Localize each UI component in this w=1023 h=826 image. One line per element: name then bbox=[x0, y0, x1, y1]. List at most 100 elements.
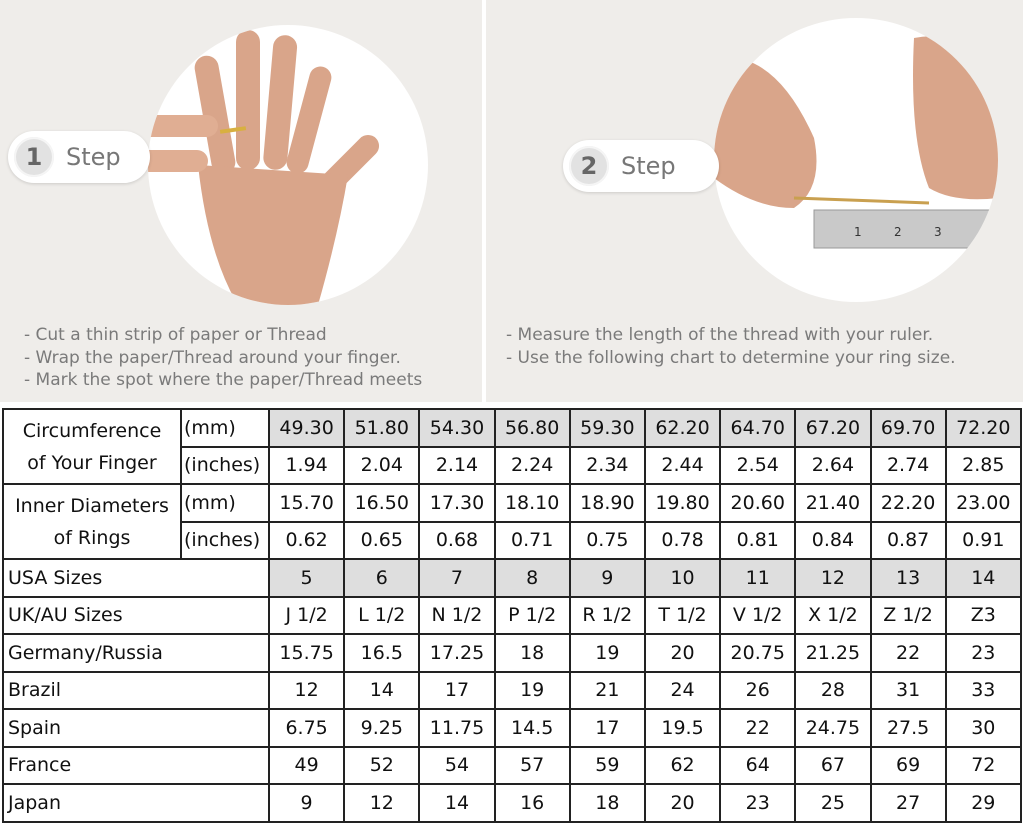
ruler-mark: 1 bbox=[854, 225, 862, 239]
table-row: France 49 52 54 57 59 62 64 67 69 72 bbox=[2, 745, 1022, 785]
size-cell: 69.70 bbox=[869, 408, 947, 448]
size-cell: 24 bbox=[643, 670, 722, 710]
row-label: USA Sizes bbox=[2, 558, 270, 598]
size-cell: 11 bbox=[719, 558, 797, 598]
unit-label: (inches) bbox=[180, 445, 270, 485]
size-cell: 29 bbox=[944, 783, 1022, 823]
step2-instructions: - Measure the length of the thread with … bbox=[506, 324, 956, 369]
instruction: - Use the following chart to determine y… bbox=[506, 347, 956, 368]
unit-label: (inches) bbox=[180, 520, 270, 560]
size-cell: 0.71 bbox=[493, 520, 571, 560]
size-cell: 15.70 bbox=[267, 483, 346, 523]
size-cell: 0.91 bbox=[944, 520, 1022, 560]
table-row-circumference-mm: Circumference of Your Finger (mm) 49.30 51.8… bbox=[2, 408, 1022, 485]
instruction: - Measure the length of the thread with … bbox=[506, 325, 934, 345]
size-cell: 2.44 bbox=[643, 445, 722, 485]
size-cell: 18 bbox=[493, 633, 571, 673]
circumference-label: Circumference of Your Finger bbox=[2, 408, 182, 485]
size-cell: 2.14 bbox=[418, 445, 496, 485]
size-cell: 56.80 bbox=[493, 408, 571, 448]
size-cell: 51.80 bbox=[343, 408, 421, 448]
size-cell: 19.80 bbox=[643, 483, 722, 523]
size-cell: 5 bbox=[267, 558, 346, 598]
size-cell: 6.75 bbox=[267, 708, 346, 748]
size-cell: 0.75 bbox=[568, 520, 646, 560]
size-cell: 16 bbox=[493, 783, 571, 823]
size-cell: 2.04 bbox=[343, 445, 421, 485]
step1-badge: 1 Step bbox=[8, 131, 150, 183]
size-cell: 9 bbox=[267, 783, 346, 823]
ruler-mark: 3 bbox=[934, 225, 942, 239]
size-cell: 17.30 bbox=[418, 483, 496, 523]
size-cell: 12 bbox=[343, 783, 421, 823]
size-cell: 2.24 bbox=[493, 445, 571, 485]
size-cell: 19 bbox=[493, 670, 571, 710]
size-cell: 8 bbox=[493, 558, 571, 598]
size-cell: 31 bbox=[869, 670, 947, 710]
size-cell: 24.75 bbox=[794, 708, 872, 748]
size-cell: 26 bbox=[719, 670, 797, 710]
row-label: Brazil bbox=[2, 670, 270, 710]
size-cell: 64.70 bbox=[719, 408, 797, 448]
diameter-label: Inner Diameters of Rings bbox=[2, 483, 182, 560]
size-cell: 10 bbox=[643, 558, 722, 598]
size-cell: 67 bbox=[794, 745, 872, 785]
size-cell: 12 bbox=[267, 670, 346, 710]
row-label: France bbox=[2, 745, 270, 785]
size-cell: V 1/2 bbox=[719, 595, 797, 635]
size-cell: 20.75 bbox=[719, 633, 797, 673]
size-cell: 54.30 bbox=[418, 408, 496, 448]
row-label: UK/AU Sizes bbox=[2, 595, 270, 635]
size-cell: P 1/2 bbox=[493, 595, 571, 635]
size-cell: 2.74 bbox=[869, 445, 947, 485]
step2-panel: 1 2 3 2 Step - Measure the length of the… bbox=[486, 0, 1023, 402]
size-cell: 14 bbox=[418, 783, 496, 823]
unit-label: (mm) bbox=[180, 408, 270, 448]
size-cell: 49.30 bbox=[267, 408, 346, 448]
size-cell: 19 bbox=[568, 633, 646, 673]
size-cell: 21.25 bbox=[794, 633, 872, 673]
table-row-circumference-inches: (inches) 1.94 2.04 2.14 2.24 2.34 2.44 2.54 2.64… bbox=[3, 445, 1022, 485]
row-label: Japan bbox=[2, 783, 270, 823]
size-cell: 2.64 bbox=[794, 445, 872, 485]
size-cell: 23.00 bbox=[944, 483, 1022, 523]
table-row: Brazil 12 14 17 19 21 24 26 28 31 33 bbox=[2, 670, 1022, 710]
size-cell: 18 bbox=[568, 783, 646, 823]
size-cell: Z 1/2 bbox=[869, 595, 947, 635]
size-cell: 2.34 bbox=[568, 445, 646, 485]
size-cell: 9 bbox=[568, 558, 646, 598]
size-cell: 72 bbox=[944, 745, 1022, 785]
measure-thread-illustration-icon: 1 2 3 bbox=[714, 36, 998, 249]
size-cell: 6 bbox=[343, 558, 421, 598]
size-cell: 62.20 bbox=[643, 408, 722, 448]
size-cell: 19.5 bbox=[643, 708, 722, 748]
size-cell: 14.5 bbox=[493, 708, 571, 748]
size-cell: N 1/2 bbox=[418, 595, 496, 635]
size-cell: 16.50 bbox=[343, 483, 421, 523]
step-label: Step bbox=[66, 143, 121, 171]
size-cell: 25 bbox=[794, 783, 872, 823]
size-cell: 49 bbox=[267, 745, 346, 785]
row-label: Spain bbox=[2, 708, 270, 748]
size-cell: 27 bbox=[869, 783, 947, 823]
size-cell: 67.20 bbox=[794, 408, 872, 448]
step2-badge: 2 Step bbox=[563, 140, 719, 192]
instruction: - Mark the spot where the paper/Thread m… bbox=[24, 370, 423, 390]
size-cell: 15.75 bbox=[267, 633, 346, 673]
size-cell: 2.54 bbox=[719, 445, 797, 485]
size-cell: 62 bbox=[643, 745, 722, 785]
size-cell: 11.75 bbox=[418, 708, 496, 748]
table-row: Japan 9 12 14 16 18 20 23 25 27 29 bbox=[2, 783, 1022, 823]
size-cell: 13 bbox=[869, 558, 947, 598]
table-row-diameter-inches: (inches) 0.62 0.65 0.68 0.71 0.75 0.78 0.81 0.84… bbox=[3, 520, 1022, 560]
size-cell: 69 bbox=[869, 745, 947, 785]
size-cell: 21 bbox=[568, 670, 646, 710]
size-cell: 0.84 bbox=[794, 520, 872, 560]
size-cell: 23 bbox=[719, 783, 797, 823]
size-cell: 0.68 bbox=[418, 520, 496, 560]
size-cell: 57 bbox=[493, 745, 571, 785]
size-cell: R 1/2 bbox=[568, 595, 646, 635]
size-cell: 20 bbox=[643, 783, 722, 823]
size-cell: J 1/2 bbox=[267, 595, 346, 635]
size-cell: X 1/2 bbox=[794, 595, 872, 635]
